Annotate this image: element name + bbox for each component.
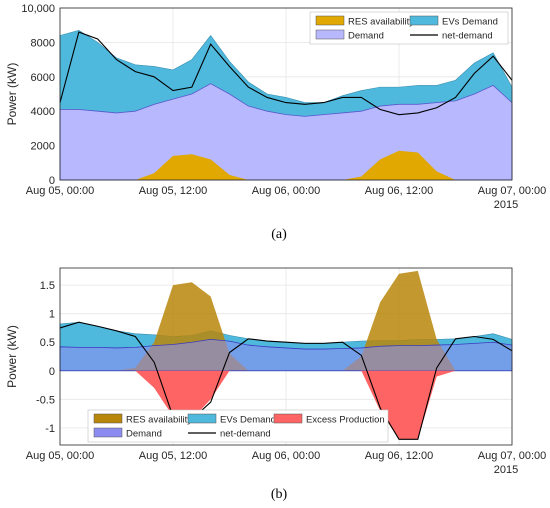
legend-label-excess: Excess Production xyxy=(306,415,385,426)
legend-label-netdemand_b: net-demand xyxy=(220,429,271,440)
x-year-label: 2015 xyxy=(494,464,518,476)
y-tick-label: 4000 xyxy=(31,106,55,118)
legend-label-evs_b: EVs Demand xyxy=(220,415,276,426)
caption-a: (a) xyxy=(271,227,287,242)
y-tick-label: 10,000 xyxy=(21,3,55,15)
legend-swatch-res xyxy=(315,15,345,26)
x-tick-label: Aug 07, 00:00 xyxy=(478,450,547,462)
x-tick-label: Aug 05, 00:00 xyxy=(26,185,95,197)
axes-box xyxy=(59,7,513,181)
x-tick-label: Aug 06, 00:00 xyxy=(252,450,321,462)
y-tick-label: 0 xyxy=(49,366,55,378)
legend-swatch-demand xyxy=(315,29,345,40)
axes-box xyxy=(59,267,513,446)
x-tick-label: Aug 06, 12:00 xyxy=(365,450,434,462)
legend-swatch-res_b xyxy=(93,413,123,424)
y-tick-label: 1.5 xyxy=(40,280,55,292)
legend-swatch-evs_b xyxy=(187,413,217,424)
legend-label-res_b: RES availability xyxy=(126,415,192,426)
x-tick-label: Aug 07, 00:00 xyxy=(478,185,547,197)
legend-label-netdemand: net-demand xyxy=(442,31,493,42)
x-year-label: 2015 xyxy=(494,199,518,211)
y-tick-label: 0.5 xyxy=(40,337,55,349)
res-availability-area xyxy=(60,150,512,180)
x-tick-label: Aug 05, 12:00 xyxy=(139,185,208,197)
legend-label-res: RES availability xyxy=(348,17,414,28)
y-tick-label: 6000 xyxy=(31,72,55,84)
y-tick-label: 8000 xyxy=(31,37,55,49)
net-demand-line xyxy=(59,321,513,440)
y-tick-label: 1 xyxy=(49,309,55,321)
legend-label-demand_b: Demand xyxy=(126,429,162,440)
y-tick-label: -0.5 xyxy=(36,394,55,406)
x-tick-label: Aug 06, 00:00 xyxy=(252,185,321,197)
legend-swatch-demand_b xyxy=(93,427,123,438)
caption-b: (b) xyxy=(271,487,288,502)
net-demand-line xyxy=(59,31,513,116)
chart-b: Aug 05, 00:00 Aug 05, 12:00 Aug 06, 00:00 A… xyxy=(5,267,547,476)
legend-swatch-evs xyxy=(409,15,439,26)
x-tick-label: Aug 05, 00:00 xyxy=(26,450,95,462)
x-tick-label: Aug 05, 12:00 xyxy=(139,450,208,462)
y-tick-label: 0 xyxy=(49,175,55,187)
legend-swatch-excess xyxy=(273,413,303,424)
chart-a: Aug 05, 00:00 Aug 05, 12:00 Aug 06, 00:00 A… xyxy=(5,3,546,211)
legend-label-demand: Demand xyxy=(348,31,384,42)
y-axis-label: Power (kW) xyxy=(5,325,19,388)
y-tick-label: 2000 xyxy=(31,141,55,153)
excess-production-area xyxy=(60,370,512,440)
legend-box xyxy=(87,409,389,443)
legend-label-evs: EVs Demand xyxy=(442,17,498,28)
y-axis-label: Power (kW) xyxy=(5,63,19,126)
x-tick-label: Aug 06, 12:00 xyxy=(365,185,434,197)
y-tick-label: -1 xyxy=(45,423,55,435)
